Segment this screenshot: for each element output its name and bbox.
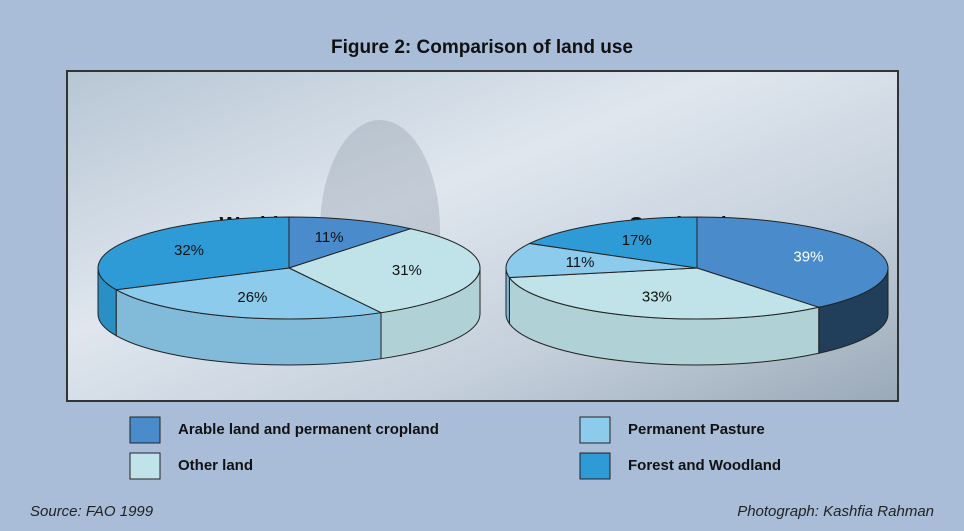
figure: Figure 2: Comparison of land use Source:… [0, 0, 964, 531]
photo-credit: Photograph: Kashfia Rahman [737, 503, 934, 520]
legend-swatch [130, 453, 160, 479]
legend-swatch [130, 417, 160, 443]
data-label: 11% [315, 229, 344, 246]
data-label: 17% [622, 232, 652, 249]
legend-swatch [580, 453, 610, 479]
data-label: 26% [237, 289, 267, 306]
data-label: 31% [392, 262, 422, 279]
source: Source: FAO 1999 [30, 503, 154, 520]
legend-label: Arable land and permanent cropland [178, 421, 439, 438]
legend-label: Permanent Pasture [628, 421, 765, 438]
data-label: 33% [642, 289, 672, 306]
legend-label: Forest and Woodland [628, 457, 781, 474]
data-label: 39% [793, 248, 823, 265]
legend-swatch [580, 417, 610, 443]
data-label: 32% [174, 242, 204, 259]
legend-label: Other land [178, 457, 253, 474]
figure-title: Figure 2: Comparison of land use [331, 37, 633, 58]
data-label: 11% [566, 254, 595, 271]
